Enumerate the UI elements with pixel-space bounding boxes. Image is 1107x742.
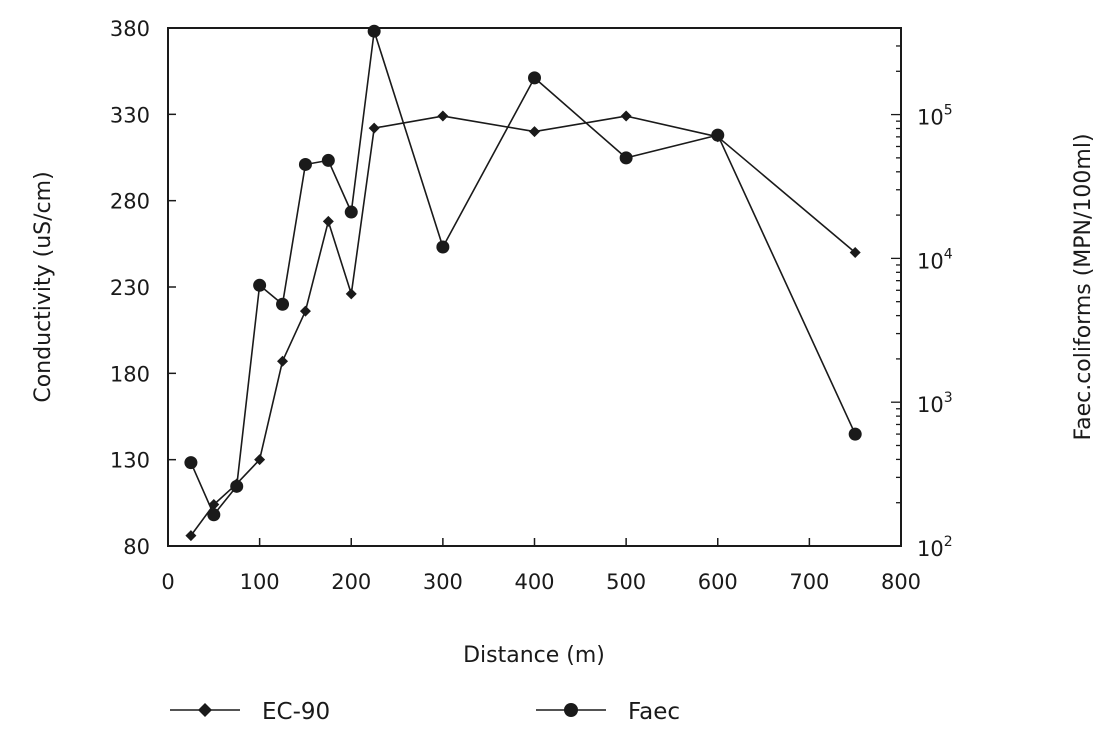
data-point-ec-90 (849, 246, 861, 258)
y-tick-label: 380 (110, 17, 150, 41)
x-axis-ticks: 0 100 200 300 400 500 600 700 800 (161, 538, 921, 594)
y2-tick-exponent: 4 (944, 246, 953, 262)
data-point-ec-90 (185, 530, 197, 542)
x-tick-label: 600 (698, 570, 738, 594)
x-tick-label: 700 (789, 570, 829, 594)
data-point-ec-90 (322, 215, 334, 227)
y2-tick-label: 102 (917, 534, 953, 561)
series-layer (184, 24, 862, 542)
data-point-ec-90 (529, 126, 540, 138)
y2-tick-exponent: 2 (944, 534, 953, 550)
x-tick-label: 500 (606, 570, 646, 594)
y-tick-label: 280 (110, 190, 150, 214)
y2-tick-exponent: 3 (944, 390, 953, 406)
data-point-faec (253, 278, 267, 292)
data-point-faec (436, 240, 450, 254)
data-point-ec-90 (254, 454, 266, 466)
x-tick-label: 800 (881, 570, 921, 594)
data-point-faec (321, 153, 335, 167)
y2-tick-exponent: 5 (944, 103, 953, 119)
y2-tick-base: 10 (917, 249, 944, 273)
legend-marker-ec-90 (198, 703, 212, 717)
series-line-ec-90 (190, 115, 856, 537)
data-point-faec (528, 71, 541, 85)
data-point-ec-90 (277, 355, 289, 367)
y2-tick-label: 105 (917, 103, 953, 130)
y2-tick-base: 10 (917, 393, 944, 417)
data-point-faec (367, 24, 381, 38)
x-tick-label: 400 (514, 570, 554, 594)
data-point-faec (184, 456, 198, 470)
data-point-faec (711, 128, 725, 142)
legend-label-faec: Faec (628, 699, 680, 725)
y2-axis-title: Faec.coliforms (MPN/100ml) (1071, 133, 1096, 440)
data-point-faec (619, 151, 633, 165)
y2-tick-label: 103 (917, 390, 953, 417)
x-tick-label: 200 (331, 570, 371, 594)
series-line-faec (190, 30, 856, 516)
data-point-ec-90 (368, 122, 380, 134)
data-point-ec-90 (437, 110, 449, 122)
y-tick-label: 80 (123, 535, 150, 559)
legend-marker-faec (564, 703, 578, 717)
y-tick-label: 330 (110, 103, 150, 127)
legend-item-faec: Faec (536, 699, 680, 725)
data-point-faec (207, 508, 221, 522)
y-axis-title: Conductivity (uS/cm) (31, 171, 56, 402)
y2-tick-label: 104 (917, 246, 953, 273)
y2-tick-base: 10 (917, 106, 944, 130)
plot-frame (167, 27, 902, 547)
data-point-faec (848, 427, 862, 441)
legend: EC-90 Faec (170, 699, 680, 725)
y-tick-label: 230 (110, 276, 150, 300)
data-point-faec (276, 297, 290, 311)
x-axis-title: Distance (m) (463, 643, 605, 668)
data-point-faec (230, 479, 244, 493)
data-point-faec (344, 205, 358, 219)
data-point-ec-90 (620, 110, 632, 122)
data-point-faec (298, 157, 312, 171)
y2-tick-base: 10 (917, 537, 944, 561)
x-tick-label: 300 (423, 570, 463, 594)
data-point-ec-90 (299, 305, 311, 317)
legend-label-ec-90: EC-90 (262, 699, 330, 725)
y-tick-label: 180 (110, 362, 150, 386)
y-axis-ticks: 80 130 180 230 280 330 380 (110, 17, 176, 559)
legend-item-ec-90: EC-90 (170, 699, 330, 725)
x-tick-label: 0 (161, 570, 174, 594)
data-point-ec-90 (345, 288, 357, 300)
y-tick-label: 130 (110, 449, 150, 473)
x-tick-label: 100 (240, 570, 280, 594)
